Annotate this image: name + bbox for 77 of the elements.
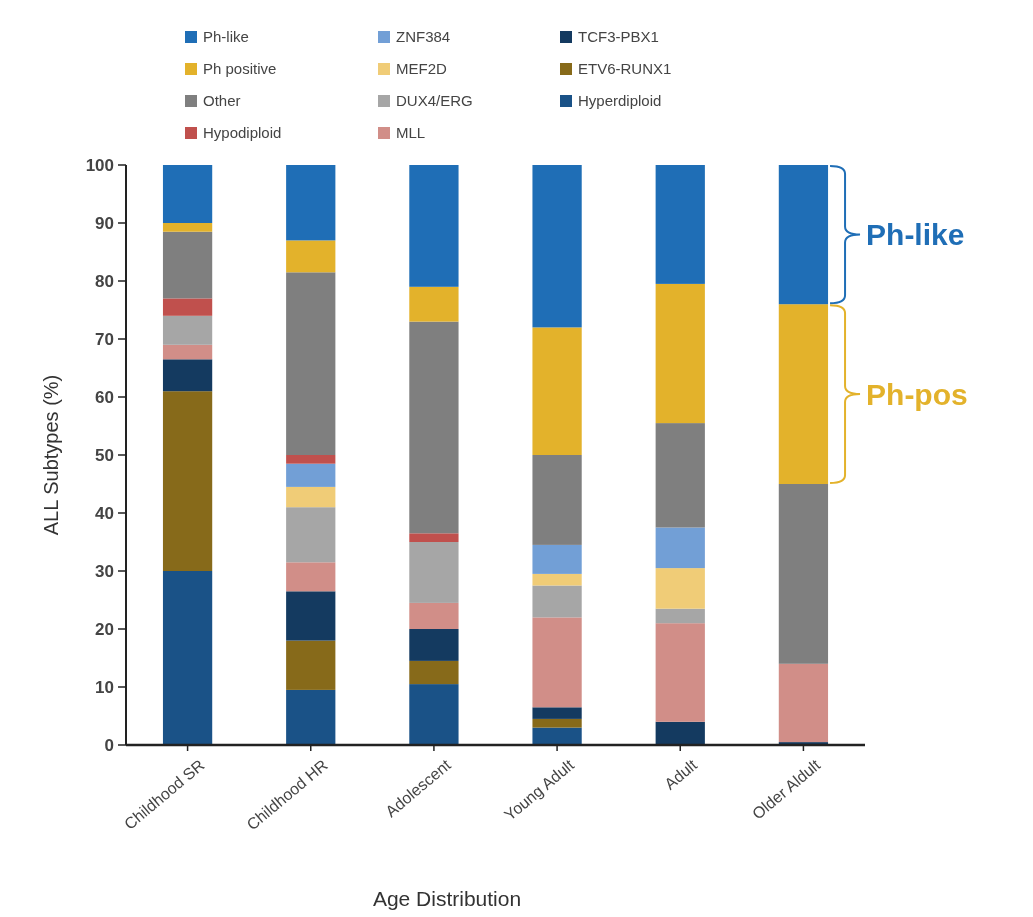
y-tick-label: 10 bbox=[95, 677, 114, 697]
bar bbox=[655, 721, 705, 745]
legend-label: MLL bbox=[396, 124, 426, 142]
text: Ph-pos bbox=[866, 377, 968, 411]
bar bbox=[778, 663, 829, 743]
bar bbox=[409, 286, 459, 322]
bar bbox=[655, 283, 705, 424]
legend-label: DUX4/ERG bbox=[396, 92, 473, 110]
bar bbox=[655, 568, 705, 609]
bar bbox=[532, 573, 582, 586]
bar bbox=[286, 272, 336, 455]
bar bbox=[162, 298, 213, 316]
y-tick-label: 60 bbox=[95, 387, 114, 407]
y-tick-label: 40 bbox=[95, 503, 114, 523]
bar bbox=[532, 727, 582, 745]
bar bbox=[532, 718, 582, 728]
y-axis-title: ALL Subtypes (%) bbox=[40, 374, 62, 536]
bar bbox=[162, 315, 213, 345]
bar bbox=[778, 165, 829, 305]
bar bbox=[162, 571, 213, 745]
bar bbox=[286, 240, 336, 273]
y-tick-label: 70 bbox=[95, 329, 114, 349]
y-tick-label: 20 bbox=[95, 619, 114, 639]
bar bbox=[409, 533, 459, 542]
bar bbox=[162, 165, 213, 223]
legend-label: Ph positive bbox=[203, 60, 277, 78]
bar bbox=[532, 327, 582, 455]
bar bbox=[409, 602, 459, 629]
y-tick-label: 100 bbox=[85, 155, 114, 175]
bar bbox=[532, 165, 582, 328]
y-tick-label: 50 bbox=[95, 445, 114, 465]
legend-label: Hypodiploid bbox=[203, 124, 282, 142]
y-tick-label: 30 bbox=[95, 561, 114, 581]
bar bbox=[286, 486, 336, 508]
bar bbox=[409, 542, 459, 603]
bar bbox=[655, 608, 705, 624]
bar bbox=[162, 223, 213, 232]
text: Ph-like bbox=[866, 218, 965, 252]
bar bbox=[532, 544, 582, 574]
bar bbox=[532, 707, 582, 719]
bar bbox=[532, 617, 582, 708]
bar bbox=[655, 623, 705, 722]
bar bbox=[409, 660, 459, 685]
legend-label: Hyperdiploid bbox=[578, 92, 662, 110]
bar bbox=[655, 165, 705, 284]
bar bbox=[286, 591, 336, 641]
bar bbox=[532, 585, 582, 618]
bar bbox=[286, 455, 336, 464]
bar bbox=[532, 455, 582, 545]
x-axis-title: Age Distribution bbox=[372, 887, 522, 910]
legend-label: Other bbox=[203, 92, 241, 110]
bar bbox=[778, 484, 829, 664]
legend-label: ZNF384 bbox=[396, 28, 451, 46]
bar bbox=[162, 359, 213, 392]
bar bbox=[286, 562, 336, 592]
bar bbox=[286, 463, 336, 487]
bar bbox=[162, 231, 213, 299]
bar bbox=[409, 629, 459, 661]
y-tick-label: 0 bbox=[104, 735, 114, 755]
legend-label: MEF2D bbox=[396, 60, 447, 78]
y-tick-label: 90 bbox=[95, 213, 114, 233]
bar bbox=[409, 321, 459, 534]
bar bbox=[286, 689, 336, 745]
bar bbox=[655, 423, 705, 528]
bar bbox=[409, 165, 459, 287]
bar bbox=[286, 640, 336, 690]
bar bbox=[162, 344, 213, 360]
bar bbox=[409, 684, 459, 745]
bar bbox=[162, 391, 213, 571]
bar bbox=[286, 507, 336, 563]
legend-label: TCF3-PBX1 bbox=[578, 28, 659, 46]
bar bbox=[778, 304, 829, 484]
bar bbox=[286, 165, 336, 241]
legend-label: ETV6-RUNX1 bbox=[578, 60, 672, 78]
y-tick-label: 80 bbox=[95, 271, 114, 291]
legend-label: Ph-like bbox=[203, 28, 249, 46]
bar bbox=[655, 527, 705, 569]
